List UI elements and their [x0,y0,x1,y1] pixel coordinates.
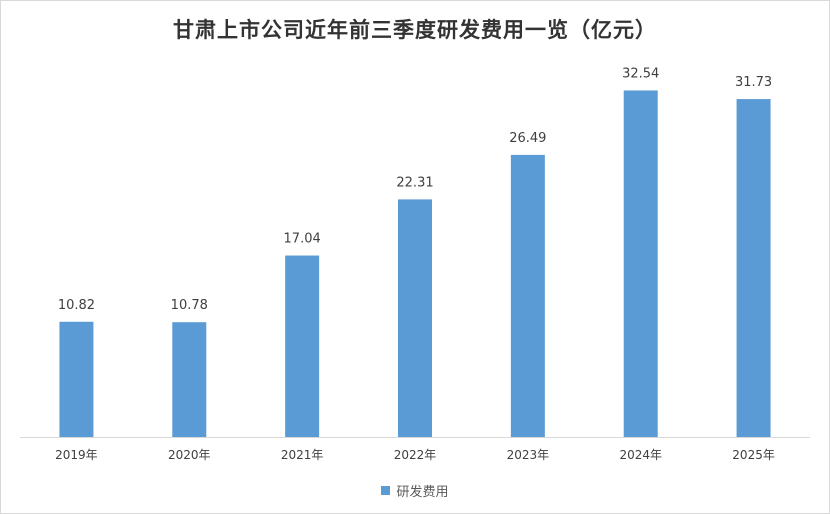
value-label-2022年: 22.31 [396,175,433,190]
chart-title: 甘肃上市公司近年前三季度研发费用一览（亿元） [173,17,657,42]
value-labels-group: 10.82 10.78 17.04 22.31 26.49 32.54 31.73 [58,66,772,313]
value-label-2021年: 17.04 [284,232,321,247]
x-tick-label-2019年: 2019年 [55,448,98,462]
bar-2024年 [623,90,658,437]
bar-2020年 [172,322,207,437]
value-label-2020年: 10.78 [171,298,208,313]
x-tick-label-2020年: 2020年 [168,448,211,462]
legend-swatch [381,486,391,495]
x-tick-labels-group: 2019年 2020年 2021年 2022年 2023年 2024年 2025年 [55,448,775,462]
bar-2021年 [285,255,320,437]
legend-label: 研发费用 [396,485,449,500]
x-tick-label-2021年: 2021年 [281,448,324,462]
bar-2025年 [736,99,771,437]
x-tick-label-2025年: 2025年 [732,448,775,462]
x-tick-label-2022年: 2022年 [394,448,437,462]
bars-group [59,90,771,437]
value-label-2025年: 31.73 [735,75,772,90]
bar-2019年 [59,321,94,437]
x-tick-label-2023年: 2023年 [507,448,550,462]
value-label-2019年: 10.82 [58,298,95,313]
value-label-2023年: 26.49 [509,131,546,146]
bar-2023年 [510,154,545,437]
x-tick-label-2024年: 2024年 [619,448,662,462]
bar-2022年 [398,199,432,437]
value-label-2024年: 32.54 [622,66,659,81]
legend: 研发费用 [0,481,830,500]
